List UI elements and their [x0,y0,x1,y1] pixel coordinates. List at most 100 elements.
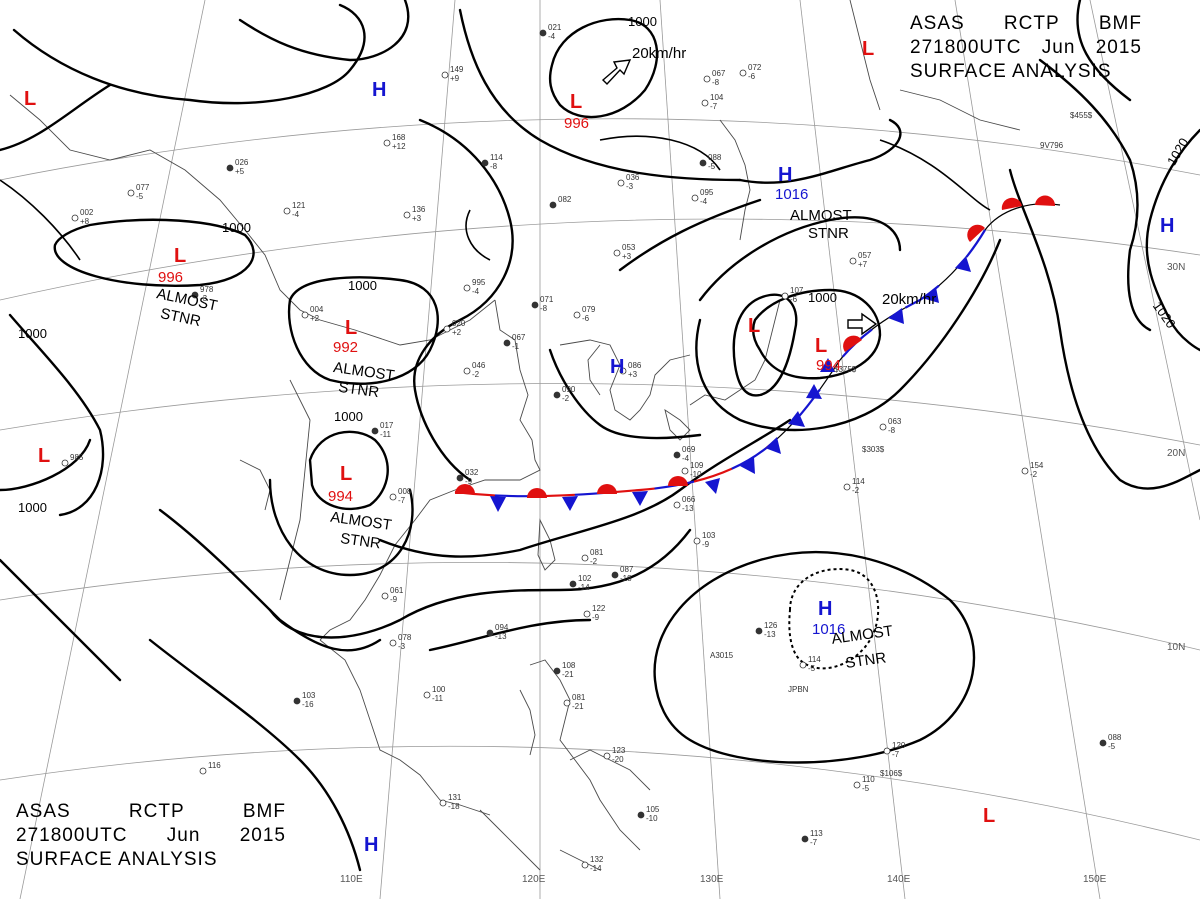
station-pressure: 036 [626,173,640,182]
station-circle [849,257,857,265]
station-circle [226,164,234,172]
station-pressure: 079 [582,305,596,314]
station-circle [611,571,619,579]
station-plot: 020+2 [443,319,466,337]
station-circle [553,391,561,399]
station-pressure: 149 [450,65,464,74]
station-plot: 066-13 [673,495,696,513]
low-pressure-value: 996 [158,269,183,286]
station-circle [699,159,707,167]
station-circle [801,835,809,843]
station-tendency: -2 [472,370,480,379]
station-tag: A3015 [710,651,734,660]
station-tendency: -8 [540,304,548,313]
header-top-right: ASAS RCTP BMF 271800UTC Jun 2015 SURFACE… [910,12,1142,84]
station-plot: 978-3 [191,285,214,303]
station-tendency: -8 [712,78,720,87]
station-pressure: 108 [562,661,576,670]
station-plot: 078-3 [389,633,412,651]
station-circle [755,627,763,635]
station-plot: 108-21 [553,661,576,679]
station-circle [691,194,699,202]
station-circle [703,75,711,83]
station-circle [381,592,389,600]
high-pressure-symbol: H [778,164,792,186]
station-circle [581,861,589,869]
station-tendency: -9 [592,613,600,622]
station-pressure: 113 [810,829,823,838]
station-pressure: 063 [888,417,902,426]
station-circle [693,537,701,545]
stnr-note-line2: STNR [808,225,849,242]
low-pressure-symbol: L [570,91,582,113]
header-month: Jun [1041,37,1076,58]
station-plot: 072-6 [739,63,762,81]
station-circle [879,423,887,431]
station-circle [799,661,807,669]
station-circle [463,367,471,375]
header-source: BMF [242,801,286,822]
isobar-label: 1000 [18,326,47,341]
station-pressure: 110 [862,775,875,784]
station-plot: 103-9 [693,531,716,549]
station-tendency: -18 [620,574,632,583]
longitude-label: 130E [700,874,724,885]
station-plot: 154-2 [1021,461,1044,479]
station-pressure: 114 [852,477,865,486]
station-circle [843,483,851,491]
station-circle [603,752,611,760]
station-pressure: 154 [1030,461,1044,470]
station-pressure: 066 [682,495,696,504]
station-plot: 110-5 [853,775,875,793]
station-plot: 109-10 [681,461,704,479]
station-tendency: -7 [398,496,406,505]
thin-isobars [0,135,991,261]
station-tendency: +2 [310,314,320,323]
station-pressure: 131 [448,793,462,802]
header-source: BMF [1098,13,1142,34]
station-plot: 090-2 [553,385,576,403]
station-plot: 069-4 [673,445,696,463]
station-tendency: -5 [862,784,870,793]
header-agency: ASAS [16,801,71,822]
station-plot: 123-20 [603,746,626,764]
station-plot: 036-3 [617,173,640,191]
latitude-label: 30N [1167,262,1185,273]
station-circle [463,284,471,292]
station-tendency: -13 [764,630,776,639]
station-tag: 9V796 [1040,141,1064,150]
station-plot: 067-8 [703,69,726,87]
low-pressure-symbol: L [340,463,352,485]
station-plots: 021-4149+9168+12114-8121-4136+3026+5077-… [61,23,1122,873]
station-plot: 114-5 [799,655,821,673]
station-circle [563,699,571,707]
station-pressure: 057 [858,251,872,260]
low-pressure-symbol: L [815,335,827,357]
station-circle [443,325,451,333]
station-tendency: -21 [562,670,574,679]
longitude-label: 140E [887,874,911,885]
header-station: RCTP [128,801,185,822]
station-plot: 061-9 [381,586,404,604]
station-tendency: -14 [590,864,602,873]
station-circle [71,214,79,222]
station-circle [456,474,464,482]
station-pressure: 103 [702,531,716,540]
station-tendency: -4 [292,210,300,219]
station-tendency: -4 [700,197,708,206]
station-circle [389,493,397,501]
station-plot: 120-7 [883,741,906,759]
station-plot: 095-4 [691,188,714,206]
station-circle [701,99,709,107]
station-tendency: +12 [392,142,406,151]
station-tag: $106$ [880,769,903,778]
station-circle [403,211,411,219]
station-plot: 122-9 [583,604,606,622]
station-circle [423,691,431,699]
station-circle [617,179,625,187]
station-circle [739,69,747,77]
low-pressure-symbol: L [38,445,50,467]
station-tags: A3015 JPBN 9V796 $375$ $303$ $106$ $455$ [710,111,1093,778]
station-pressure: 004 [310,305,324,314]
station-plot: 004+2 [301,305,324,323]
